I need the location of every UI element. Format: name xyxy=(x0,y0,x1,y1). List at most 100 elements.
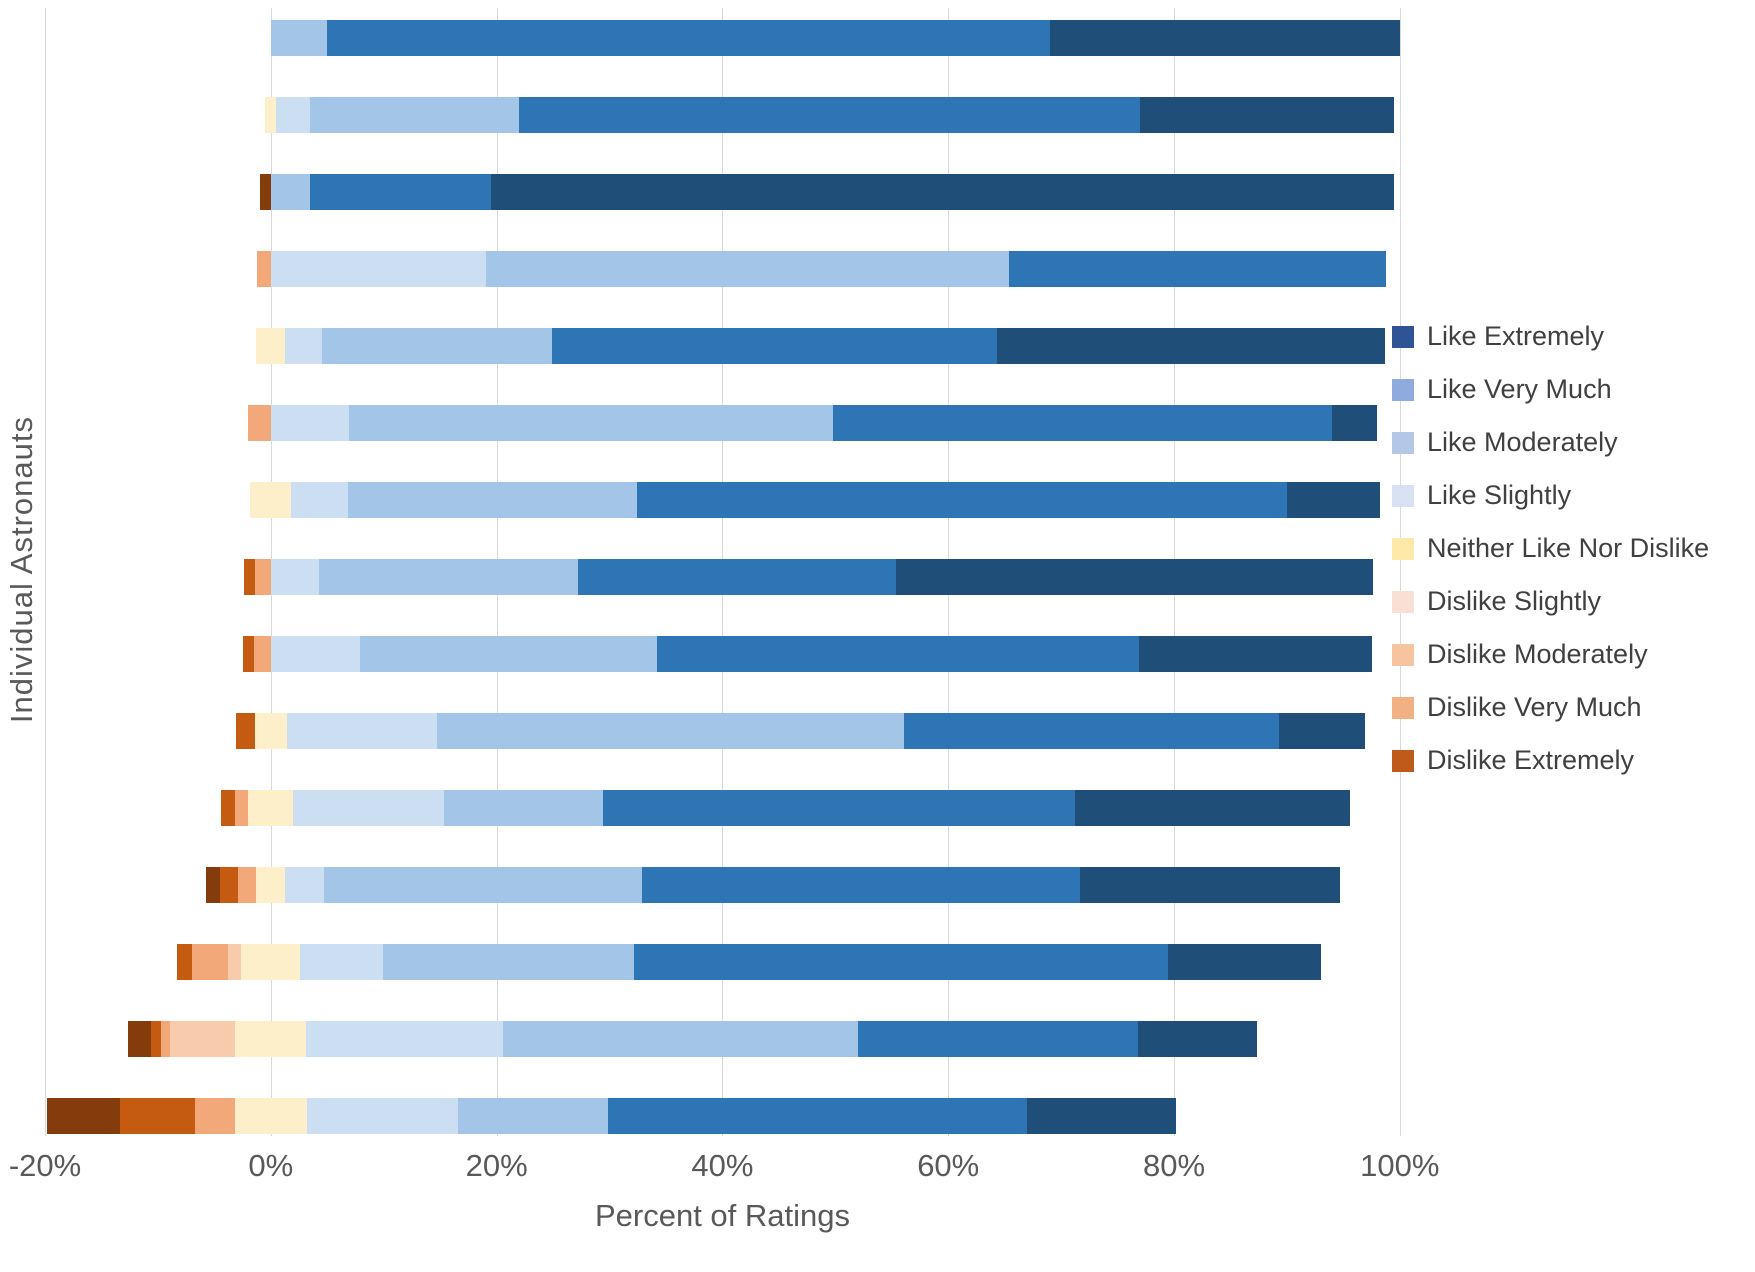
bar-segment-dislike_moderately xyxy=(255,559,271,595)
bar-segment-like_very_much xyxy=(642,867,1081,903)
legend-item: Like Moderately xyxy=(1392,416,1752,469)
x-tick-label: 0% xyxy=(248,1148,294,1183)
bar-segment-dislike_moderately xyxy=(195,1098,235,1134)
legend-label: Dislike Slightly xyxy=(1427,586,1602,616)
legend-swatch xyxy=(1392,643,1414,666)
bar-segment-like_extremely xyxy=(1168,944,1321,980)
bar-segment-like_very_much xyxy=(577,559,897,595)
bar-segment-dislike_very_much xyxy=(119,1098,196,1134)
bar-segment-like_moderately xyxy=(348,405,834,441)
bar-segment-dislike_moderately xyxy=(257,251,271,287)
bar-segment-like_slightly xyxy=(270,636,360,672)
bar-row xyxy=(45,482,1445,518)
bar-segment-like_very_much xyxy=(327,20,1050,56)
bar-segment-like_slightly xyxy=(270,559,320,595)
plot-area xyxy=(45,8,1445,1136)
bar-segment-dislike_very_much xyxy=(242,636,254,672)
x-tick-label: 20% xyxy=(465,1148,528,1183)
bar-segment-like_slightly xyxy=(270,405,349,441)
bar-segment-dislike_moderately xyxy=(191,944,228,980)
bar-segment-like_extremely xyxy=(1049,20,1400,56)
bar-segment-like_slightly xyxy=(286,713,437,749)
bar-segment-like_slightly xyxy=(270,251,487,287)
bar-segment-like_very_much xyxy=(634,944,1169,980)
bar-segment-like_extremely xyxy=(1140,97,1395,133)
bar-row xyxy=(45,790,1445,826)
bar-segment-like_extremely xyxy=(1138,1021,1258,1057)
bar-segment-dislike_slightly xyxy=(169,1021,236,1057)
bar-segment-dislike_extremely xyxy=(206,867,220,903)
bar-row xyxy=(45,20,1445,56)
legend-label: Like Extremely xyxy=(1427,321,1605,351)
bar-segment-like_slightly xyxy=(291,482,348,518)
bar-row xyxy=(45,251,1445,287)
bar-row xyxy=(45,1098,1445,1134)
legend-swatch xyxy=(1392,378,1414,401)
bar-segment-dislike_very_much xyxy=(150,1021,161,1057)
legend-swatch xyxy=(1392,325,1414,348)
bar-segment-neither xyxy=(256,328,286,364)
bar-segment-dislike_very_much xyxy=(243,559,255,595)
bar-segment-like_moderately xyxy=(270,20,328,56)
bar-segment-like_very_much xyxy=(656,636,1140,672)
bar-segment-like_extremely xyxy=(1139,636,1372,672)
legend-item: Neither Like Nor Dislike xyxy=(1392,522,1752,575)
bar-segment-like_very_much xyxy=(833,405,1333,441)
bar-segment-dislike_moderately xyxy=(160,1021,170,1057)
legend-label: Like Moderately xyxy=(1427,427,1618,457)
x-axis-ticks: -20% 0% 20% 40% 60% 80% 100% xyxy=(9,1148,1445,1186)
bar-series xyxy=(45,8,1445,1134)
bar-segment-dislike_extremely xyxy=(259,174,271,210)
bar-segment-like_moderately xyxy=(486,251,1010,287)
legend-item: Dislike Moderately xyxy=(1392,628,1752,681)
gridline xyxy=(1399,8,1401,1136)
bar-segment-like_moderately xyxy=(323,867,643,903)
bar-segment-dislike_extremely xyxy=(127,1021,151,1057)
bar-segment-dislike_moderately xyxy=(234,790,249,826)
x-tick-label: 60% xyxy=(917,1148,980,1183)
bar-row xyxy=(45,1021,1445,1057)
legend-swatch xyxy=(1392,590,1414,613)
legend-label: Like Slightly xyxy=(1427,480,1572,510)
bar-segment-dislike_very_much xyxy=(235,713,255,749)
bar-segment-like_very_much xyxy=(551,328,997,364)
bar-row xyxy=(45,174,1445,210)
bar-segment-like_extremely xyxy=(1074,790,1351,826)
x-tick-label: 80% xyxy=(1142,1148,1206,1183)
bar-segment-dislike_very_much xyxy=(221,790,235,826)
bar-segment-like_moderately xyxy=(319,559,578,595)
bar-segment-neither xyxy=(248,790,294,826)
gridline xyxy=(45,8,46,1136)
bar-segment-like_extremely xyxy=(1332,405,1378,441)
bar-segment-like_moderately xyxy=(360,636,657,672)
bar-segment-neither xyxy=(255,713,287,749)
bar-row xyxy=(45,559,1445,595)
legend-item: Dislike Very Much xyxy=(1392,681,1752,734)
bar-segment-like_extremely xyxy=(1080,867,1340,903)
bar-row xyxy=(45,636,1445,672)
bar-segment-neither xyxy=(235,1021,307,1057)
legend-swatch xyxy=(1392,749,1414,772)
bar-segment-dislike_moderately xyxy=(253,636,271,672)
legend-item: Like Extremely xyxy=(1392,310,1752,363)
bar-row xyxy=(45,97,1445,133)
bar-segment-like_very_much xyxy=(1009,251,1387,287)
x-tick-label: 100% xyxy=(1360,1148,1440,1183)
bar-segment-like_slightly xyxy=(306,1098,459,1134)
bar-segment-dislike_moderately xyxy=(248,405,271,441)
bar-segment-neither xyxy=(256,867,286,903)
bar-segment-like_moderately xyxy=(436,713,905,749)
bar-segment-neither xyxy=(234,1098,307,1134)
y-axis-title: Individual Astronauts xyxy=(4,416,39,724)
legend-label: Dislike Moderately xyxy=(1427,639,1648,669)
bar-segment-like_slightly xyxy=(276,97,311,133)
bar-segment-like_extremely xyxy=(996,328,1386,364)
y-axis: Individual Astronauts xyxy=(0,10,44,1130)
legend-item: Like Very Much xyxy=(1392,363,1752,416)
bar-segment-like_extremely xyxy=(1027,1098,1177,1134)
bar-row xyxy=(45,867,1445,903)
bar-segment-like_moderately xyxy=(347,482,637,518)
bar-segment-like_extremely xyxy=(896,559,1373,595)
bar-segment-like_very_much xyxy=(608,1098,1028,1134)
bar-segment-like_slightly xyxy=(285,328,322,364)
